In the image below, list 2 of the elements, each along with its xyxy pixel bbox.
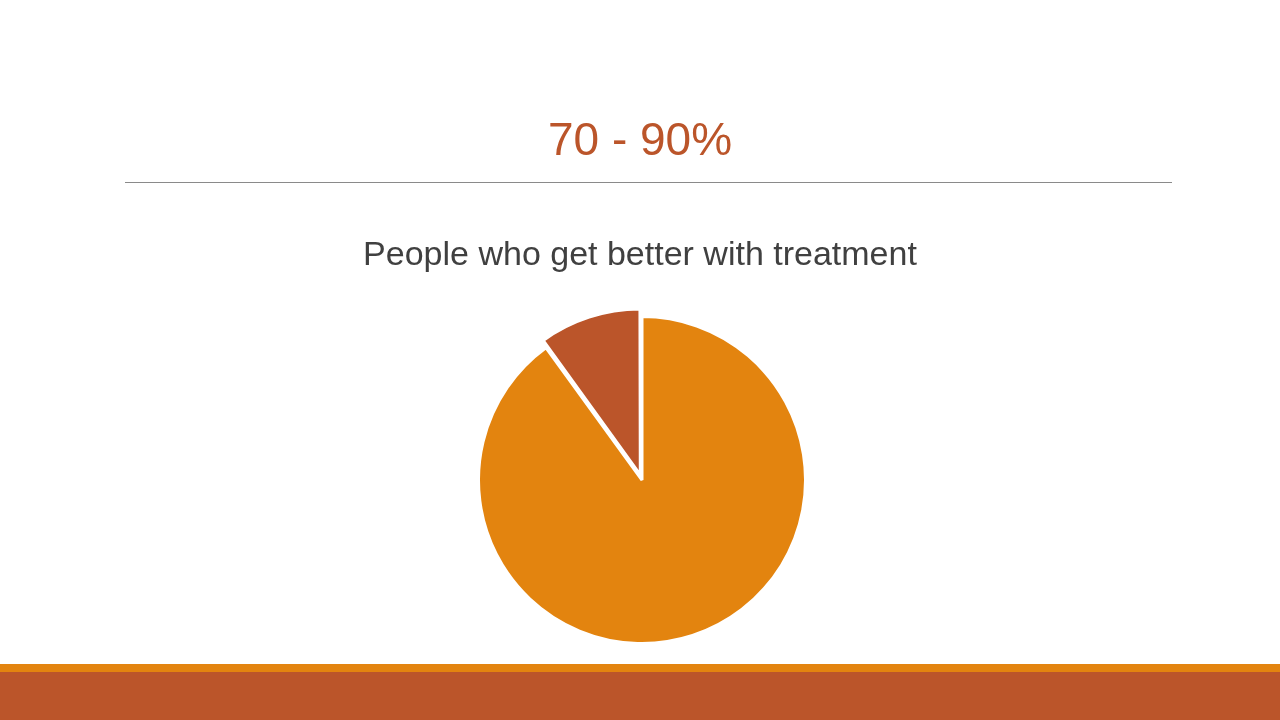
chart-subtitle: People who get better with treatment	[362, 234, 918, 273]
chart-title: 70 - 90%	[546, 112, 734, 166]
